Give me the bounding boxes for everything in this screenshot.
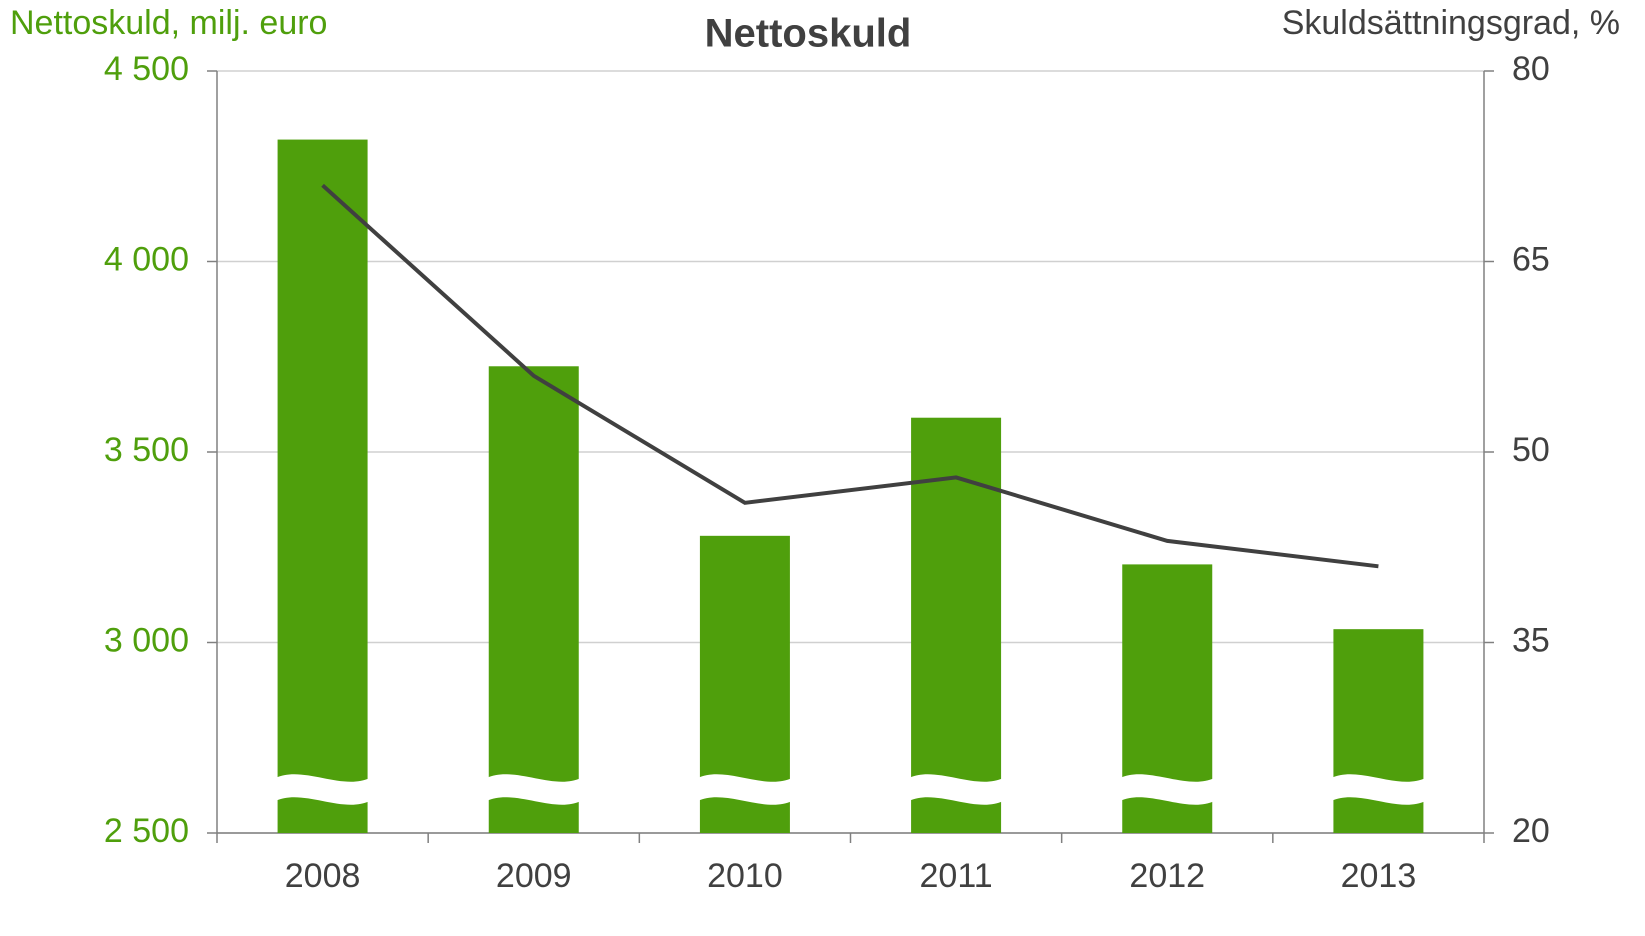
y-tick-label: 4 000 <box>104 240 189 278</box>
axis-break <box>1331 774 1426 805</box>
y2-tick-label: 80 <box>1512 50 1550 88</box>
bar <box>488 366 579 833</box>
y-tick-label: 3 500 <box>104 431 189 469</box>
y2-tick-label: 20 <box>1512 812 1550 850</box>
bar <box>277 139 368 833</box>
x-tick-label: 2008 <box>285 857 361 895</box>
chart-title: Nettoskuld <box>705 12 912 56</box>
axis-break <box>909 774 1004 805</box>
y2-axis-label: Skuldsättningsgrad, % <box>1282 4 1620 42</box>
x-tick-label: 2010 <box>707 857 783 895</box>
y-tick-label: 4 500 <box>104 50 189 88</box>
y-axis-label: Nettoskuld, milj. euro <box>10 4 327 42</box>
axis-break <box>1120 774 1215 805</box>
axis-break <box>275 774 370 805</box>
line <box>321 183 1379 569</box>
y2-tick-label: 35 <box>1512 621 1550 659</box>
y2-tick-label: 65 <box>1512 240 1550 278</box>
x-tick-label: 2013 <box>1341 857 1417 895</box>
x-tick-label: 2012 <box>1129 857 1205 895</box>
y2-tick-label: 50 <box>1512 431 1550 469</box>
x-tick-label: 2009 <box>496 857 572 895</box>
axis-break <box>486 774 581 805</box>
y-tick-label: 3 000 <box>104 621 189 659</box>
axis-break <box>697 774 792 805</box>
y-tick-label: 2 500 <box>104 812 189 850</box>
x-tick-label: 2011 <box>920 857 993 895</box>
